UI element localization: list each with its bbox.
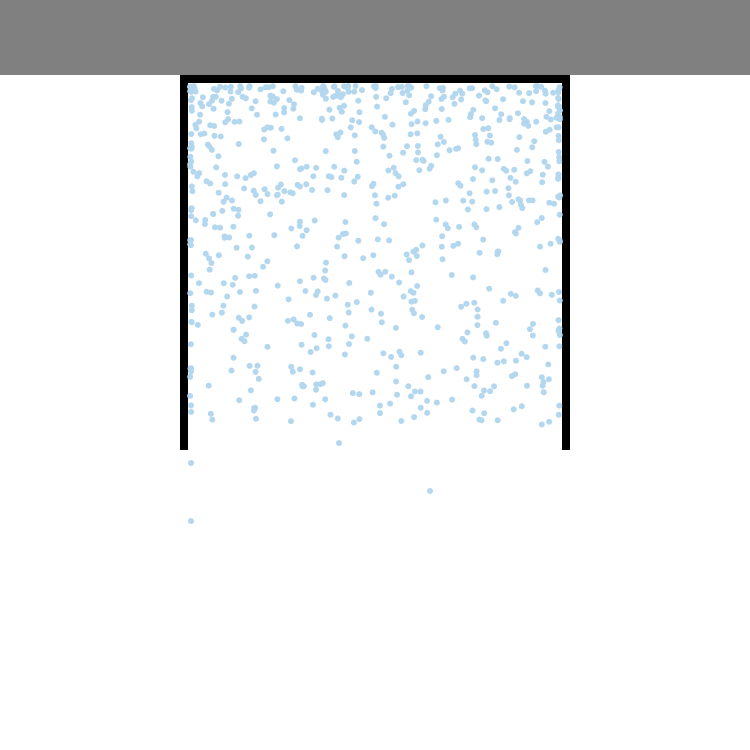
container-left-wall — [180, 75, 188, 450]
top-bar — [0, 0, 750, 75]
particle — [188, 518, 194, 524]
particle — [188, 460, 194, 466]
particle-container — [180, 75, 570, 450]
container-top-wall — [180, 75, 570, 83]
particle — [427, 488, 433, 494]
container-right-wall — [562, 75, 570, 450]
